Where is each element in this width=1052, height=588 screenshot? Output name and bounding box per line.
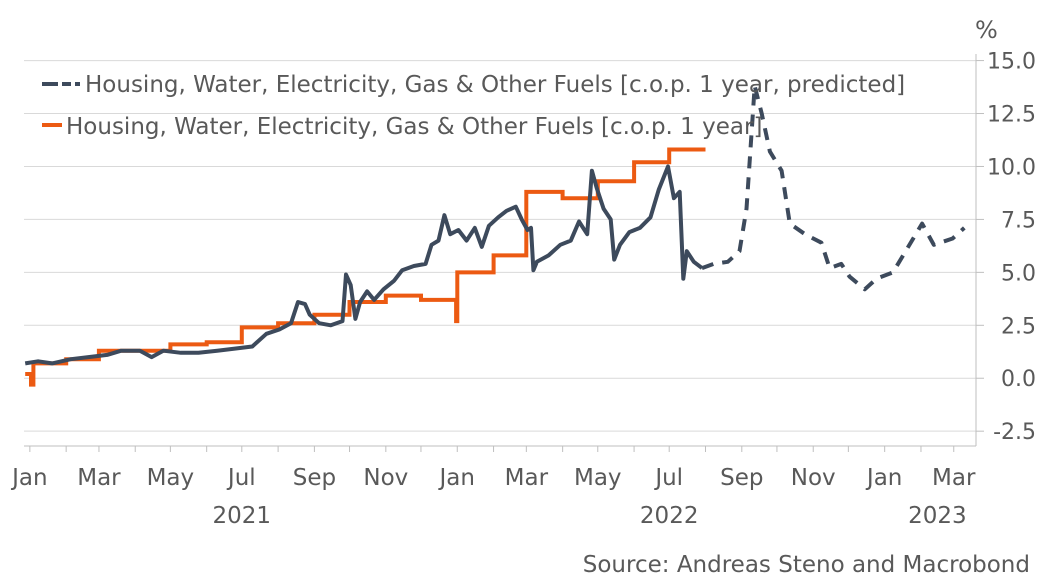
series-line-predicted-solid bbox=[24, 164, 704, 366]
x-year-label: 2023 bbox=[908, 503, 967, 529]
y-tick-label: 10.0 bbox=[987, 155, 1036, 180]
x-tick-label: Mar bbox=[77, 465, 121, 491]
x-tick-label: Jul bbox=[653, 465, 683, 491]
series bbox=[24, 84, 966, 387]
x-tick-label: Mar bbox=[932, 465, 976, 491]
legend-label-actual: Housing, Water, Electricity, Gas & Other… bbox=[66, 114, 762, 140]
y-tick-label: 2.5 bbox=[1001, 314, 1036, 339]
axes: 15.0 12.5 10.0 7.5 5.0 2.5 0.0 -2.5 Jan Mar May Jul… bbox=[10, 50, 1036, 529]
x-tick-label: Nov bbox=[791, 465, 836, 491]
x-year-label: 2022 bbox=[640, 503, 699, 529]
legend: Housing, Water, Electricity, Gas & Other… bbox=[42, 72, 905, 140]
x-tick-label: May bbox=[574, 465, 622, 491]
series-line-actual bbox=[25, 147, 706, 387]
legend-label-predicted: Housing, Water, Electricity, Gas & Other… bbox=[85, 72, 905, 98]
x-tick-label: Jan bbox=[10, 465, 47, 491]
x-tick-label: Jan bbox=[438, 465, 475, 491]
x-tick-label: Jan bbox=[865, 465, 902, 491]
y-tick-label: 0.0 bbox=[1001, 367, 1036, 392]
y-tick-label: 15.0 bbox=[987, 50, 1036, 75]
y-tick-label: 7.5 bbox=[1001, 208, 1036, 233]
source-note: Source: Andreas Steno and Macrobond bbox=[583, 552, 1030, 578]
x-tick-label: Nov bbox=[363, 465, 408, 491]
gridlines bbox=[24, 60, 976, 432]
x-tick-label: Sep bbox=[293, 465, 336, 491]
x-tick-label: Mar bbox=[505, 465, 549, 491]
y-tick-label: 5.0 bbox=[1001, 261, 1036, 286]
x-tick-label: Jul bbox=[226, 465, 256, 491]
y-tick-label: -2.5 bbox=[993, 420, 1036, 445]
x-tick-label: May bbox=[147, 465, 195, 491]
y-axis-unit-label: % bbox=[975, 16, 998, 44]
x-tick-label: Sep bbox=[720, 465, 763, 491]
y-tick-label: 12.5 bbox=[987, 103, 1036, 128]
series-line-predicted-dashed bbox=[701, 84, 966, 292]
x-year-label: 2021 bbox=[213, 503, 272, 529]
